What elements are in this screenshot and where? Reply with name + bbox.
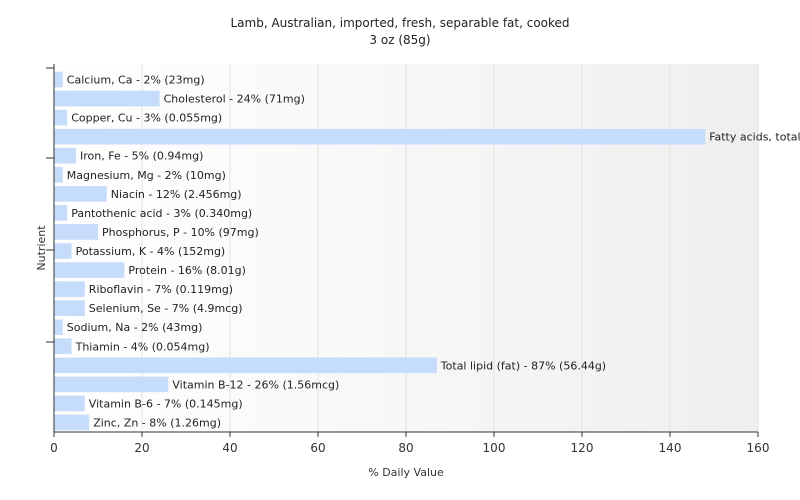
bar: [54, 147, 76, 164]
bar: [54, 71, 63, 88]
x-tick-label: 120: [571, 441, 594, 455]
chart-title: Lamb, Australian, imported, fresh, separ…: [230, 16, 569, 30]
bar: [54, 338, 72, 355]
bar-label: Zinc, Zn - 8% (1.26mg): [93, 416, 221, 429]
bar: [54, 205, 68, 221]
bar: [54, 224, 98, 240]
bar-label: Protein - 16% (8.01g): [128, 264, 246, 277]
bar-label: Iron, Fe - 5% (0.94mg): [80, 150, 203, 163]
x-tick-label: 160: [747, 441, 770, 455]
chart-subtitle: 3 oz (85g): [369, 33, 430, 47]
bar-label: Potassium, K - 4% (152mg): [76, 245, 226, 258]
x-axis-title: % Daily Value: [368, 466, 444, 479]
bar-label: Thiamin - 4% (0.054mg): [75, 340, 210, 353]
bar: [54, 319, 63, 336]
bar-label: Niacin - 12% (2.456mg): [111, 188, 242, 201]
bar-label: Sodium, Na - 2% (43mg): [67, 321, 203, 334]
x-tick-label: 0: [50, 441, 58, 455]
bar: [54, 262, 125, 278]
bar: [54, 90, 160, 107]
plot-area: 0 20 40 60 80 100 120 140 160 Calcium, Ca - 2% (2…: [46, 64, 800, 455]
bar-label: Magnesium, Mg - 2% (10mg): [67, 169, 226, 182]
bar-label: Fatty acids, total saturated - 148% (29.…: [709, 131, 800, 144]
bar-label: Selenium, Se - 7% (4.9mcg): [89, 302, 243, 315]
bar-label: Riboflavin - 7% (0.119mg): [89, 283, 233, 296]
bar: [54, 166, 63, 183]
bar: [54, 281, 85, 297]
x-tick-label: 60: [310, 441, 325, 455]
bar-label: Copper, Cu - 3% (0.055mg): [71, 112, 222, 125]
x-tick-label: 100: [483, 441, 506, 455]
bar-label: Pantothenic acid - 3% (0.340mg): [71, 207, 252, 220]
x-tick-label: 20: [134, 441, 149, 455]
x-tick-label: 140: [659, 441, 682, 455]
bar: [54, 243, 72, 259]
bar: [54, 300, 85, 316]
bar-label: Vitamin B-6 - 7% (0.145mg): [89, 397, 243, 410]
bar: [54, 395, 85, 412]
bar: [54, 376, 169, 393]
bar: [54, 357, 437, 374]
bar: [54, 128, 706, 145]
bar-label: Vitamin B-12 - 26% (1.56mcg): [172, 378, 339, 391]
bar-label: Total lipid (fat) - 87% (56.44g): [440, 359, 606, 372]
x-tick-label: 80: [398, 441, 413, 455]
bar-label: Cholesterol - 24% (71mg): [164, 93, 305, 106]
bar-label: Phosphorus, P - 10% (97mg): [102, 226, 259, 239]
bar-label: Calcium, Ca - 2% (23mg): [67, 74, 205, 87]
bar: [54, 414, 90, 431]
bar: [54, 186, 107, 202]
bar: [54, 109, 68, 126]
y-axis-title: Nutrient: [35, 225, 48, 271]
x-tick-label: 40: [222, 441, 237, 455]
